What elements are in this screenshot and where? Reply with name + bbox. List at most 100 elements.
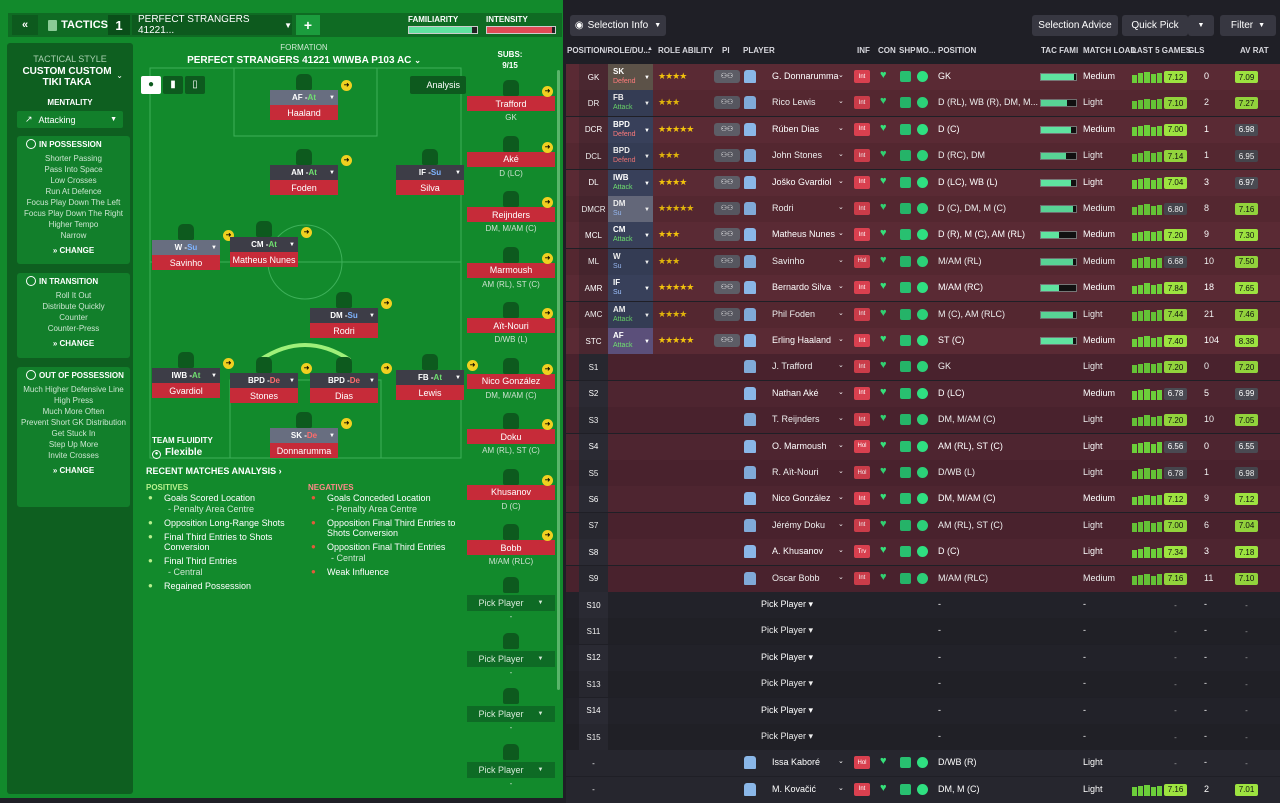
recent-matches-analysis-link[interactable]: RECENT MATCHES ANALYSIS › bbox=[146, 466, 282, 476]
pick-player-dropdown[interactable]: Pick Player ▾ bbox=[761, 599, 814, 609]
role-duty-dropdown[interactable]: CM Attack ▼ bbox=[608, 222, 653, 249]
player-role[interactable]: AM - At ▼ bbox=[270, 165, 338, 180]
pi-icon[interactable]: ⚇⚇ bbox=[714, 96, 740, 110]
out-possession-change-button[interactable]: » CHANGE bbox=[52, 466, 95, 475]
chevron-down-icon[interactable]: ⌄ bbox=[838, 758, 844, 766]
chevron-down-icon[interactable]: ⌄ bbox=[838, 441, 844, 449]
table-row[interactable]: S6 Nico González ⌄ Int ♥ DM, M/AM (C) Medium 7.… bbox=[566, 486, 1280, 513]
sub-player[interactable]: Marmoush AM (RL), ST (C) ➜ bbox=[467, 246, 555, 293]
table-row[interactable]: - Issa Kaboré ⌄ Hol ♥ D/WB (R) Light - - - bbox=[566, 750, 1280, 777]
chevron-down-icon[interactable]: ⌄ bbox=[838, 204, 844, 211]
role-duty-dropdown[interactable]: FB Attack ▼ bbox=[608, 90, 653, 117]
player-name[interactable]: J. Trafford bbox=[772, 361, 813, 372]
player-name[interactable]: Lewis bbox=[396, 385, 464, 400]
role-duty-dropdown[interactable]: BPD Defend ▼ bbox=[608, 143, 653, 170]
pick-player-dropdown[interactable]: Pick Player ▾ bbox=[761, 704, 814, 715]
sub-player[interactable]: Reijnders DM, M/AM (C) ➜ bbox=[467, 191, 555, 237]
chevron-down-icon[interactable]: ⌄ bbox=[838, 98, 844, 106]
player-role[interactable]: IF - Su ▼ bbox=[396, 165, 464, 180]
in-transition-change-button[interactable]: » CHANGE bbox=[52, 339, 95, 348]
in-possession-change-button[interactable]: » CHANGE bbox=[52, 246, 95, 255]
player-name[interactable]: Bernardo Silva bbox=[772, 282, 832, 293]
table-row[interactable]: DCL BPD Defend ▼ ★★★ ⚇⚇ John Stones ⌄ Int ♥ D (RC)… bbox=[566, 143, 1280, 170]
player-role[interactable]: BPD - De ▼ bbox=[310, 373, 378, 388]
pitch-player[interactable]: DM - Su ▼ Rodri ➜ bbox=[310, 292, 392, 338]
player-role[interactable]: BPD - De ▼ bbox=[230, 373, 298, 388]
chevron-down-icon[interactable]: ⌄ bbox=[838, 177, 844, 185]
sub-player[interactable]: Doku AM (RL), ST (C) ➜ bbox=[467, 413, 555, 459]
sub-name[interactable]: Nico González bbox=[467, 373, 555, 389]
table-row[interactable]: S11 Pick Player ▾ - - - - - bbox=[566, 618, 1280, 645]
quick-pick-chevron-icon[interactable]: ▼ bbox=[1188, 15, 1214, 36]
table-row[interactable]: DL IWB Attack ▼ ★★★★ ⚇⚇ Joško Gvardiol ⌄ Int ♥ D (… bbox=[566, 169, 1280, 196]
player-name[interactable]: Donnarumma bbox=[270, 443, 338, 458]
table-row[interactable]: S1 J. Trafford ⌄ Int ♥ GK Light 7.20 0 7.20 bbox=[566, 354, 1280, 381]
chevron-down-icon[interactable]: ⌄ bbox=[838, 362, 844, 370]
player-name[interactable]: Phil Foden bbox=[772, 308, 816, 319]
pitch-player[interactable]: W - Su ▼ Savinho ➜ bbox=[152, 224, 234, 270]
pitch-player[interactable]: IF - Su▼Silva➜ bbox=[396, 149, 478, 195]
role-duty-dropdown[interactable]: BPD Defend ▼ bbox=[608, 116, 653, 143]
table-row[interactable]: S10 Pick Player ▾ - - - - - bbox=[566, 592, 1280, 618]
player-name[interactable]: Haaland bbox=[270, 105, 338, 120]
chevron-down-icon[interactable]: ⌄ bbox=[838, 388, 844, 396]
sub-name[interactable]: Aké bbox=[467, 151, 555, 167]
pitch-player[interactable]: AM - At ▼ Foden ➜ bbox=[270, 149, 352, 195]
player-name[interactable]: Joško Gvardiol bbox=[772, 176, 832, 187]
col-position[interactable]: POSITION bbox=[938, 46, 977, 55]
col-mo[interactable]: MO... bbox=[916, 46, 936, 55]
clipboard-icon[interactable]: ▯ bbox=[185, 76, 205, 94]
chevron-down-icon[interactable]: ⌄ bbox=[838, 72, 844, 79]
subs-scrollbar[interactable] bbox=[557, 70, 560, 690]
player-role[interactable]: DM - Su ▼ bbox=[310, 308, 378, 323]
chevron-down-icon[interactable]: ⌄ bbox=[838, 151, 844, 159]
table-row[interactable]: S2 Nathan Aké ⌄ Int ♥ D (LC) Medium 6.78 5 6.99 bbox=[566, 380, 1280, 407]
table-row[interactable]: DMCR DM Su ▼ ★★★★★ ⚇⚇ Rodri ⌄ Int ♥ D (C), DM, M (… bbox=[566, 196, 1280, 222]
player-name[interactable]: Nico González bbox=[772, 493, 831, 504]
pi-icon[interactable]: ⚇⚇ bbox=[714, 228, 740, 242]
chevron-down-icon[interactable]: ⌄ bbox=[838, 784, 844, 792]
player-name[interactable]: Rúben Dias bbox=[772, 123, 820, 134]
col-position-role[interactable]: POSITION/ROLE/DU... bbox=[567, 46, 651, 55]
pick-player-button[interactable]: Pick Player ▼ bbox=[467, 706, 555, 722]
role-duty-dropdown[interactable]: IF Su ▼ bbox=[608, 275, 653, 302]
chevron-down-icon[interactable]: ⌄ bbox=[838, 124, 844, 132]
table-row[interactable]: S5 R. Aït-Nouri ⌄ Hol ♥ D/WB (L) Light 6.78 1 6.9… bbox=[566, 460, 1280, 486]
pick-player-button[interactable]: Pick Player ▼ bbox=[467, 650, 555, 667]
chevron-down-icon[interactable]: ⌄ bbox=[838, 256, 844, 264]
pi-icon[interactable]: ⚇⚇ bbox=[714, 307, 740, 321]
player-role[interactable]: CM - At ▼ bbox=[230, 237, 298, 252]
chevron-down-icon[interactable]: ⌄ bbox=[838, 547, 844, 555]
player-name[interactable]: Erling Haaland bbox=[772, 335, 832, 345]
pitch-player[interactable]: IWB - At ▼ Gvardiol ➜ bbox=[152, 352, 234, 398]
pi-icon[interactable]: ⚇⚇ bbox=[714, 202, 740, 215]
sub-name[interactable]: Aït-Nouri bbox=[467, 318, 555, 333]
chevron-down-icon[interactable]: ⌄ bbox=[838, 573, 844, 581]
pick-player-dropdown[interactable]: Pick Player ▾ bbox=[761, 731, 814, 741]
role-duty-dropdown[interactable]: DM Su ▼ bbox=[608, 196, 653, 222]
player-role[interactable]: IWB - At ▼ bbox=[152, 368, 220, 383]
pitch-player[interactable]: CM - At ▼ Matheus Nunes ➜ bbox=[230, 221, 312, 267]
chevron-down-icon[interactable]: ⌄ bbox=[838, 468, 844, 475]
role-duty-dropdown[interactable]: W Su ▼ bbox=[608, 248, 653, 275]
table-row[interactable]: DCR BPD Defend ▼ ★★★★★ ⚇⚇ Rúben Dias ⌄ Int ♥ D (C)… bbox=[566, 116, 1280, 143]
sub-player[interactable]: Khusanov D (C) ➜ bbox=[467, 468, 555, 515]
chevron-down-icon[interactable]: ⌄ bbox=[838, 415, 844, 423]
player-name[interactable]: O. Marmoush bbox=[772, 440, 827, 451]
player-name[interactable]: Rodri bbox=[310, 323, 378, 338]
pick-player-dropdown[interactable]: Pick Player ▾ bbox=[761, 651, 814, 662]
sub-player[interactable]: Aké D (LC) ➜ bbox=[467, 135, 555, 182]
role-duty-dropdown[interactable]: IWB Attack ▼ bbox=[608, 169, 653, 196]
player-name[interactable]: Silva bbox=[396, 180, 464, 195]
role-duty-dropdown[interactable]: AF Attack ▼ bbox=[608, 328, 653, 354]
player-name[interactable]: Dias bbox=[310, 388, 378, 403]
sub-name[interactable]: Bobb bbox=[467, 540, 555, 555]
col-match-load[interactable]: MATCH LOAD bbox=[1083, 46, 1137, 55]
col-pi[interactable]: PI bbox=[722, 46, 730, 55]
pitch-player[interactable]: FB - At ▼ Lewis ➜ bbox=[396, 354, 478, 400]
back-button[interactable]: « bbox=[12, 15, 38, 35]
chevron-down-icon[interactable]: ⌄ bbox=[838, 520, 844, 528]
table-row[interactable]: - M. Kovačić ⌄ Int ♥ DM, M (C) Light 7.16 2 7.01 bbox=[566, 776, 1280, 803]
pitch-player[interactable]: SK - De ▼ Donnarumma ➜ bbox=[270, 412, 352, 458]
player-name[interactable]: Savinho bbox=[772, 255, 805, 266]
